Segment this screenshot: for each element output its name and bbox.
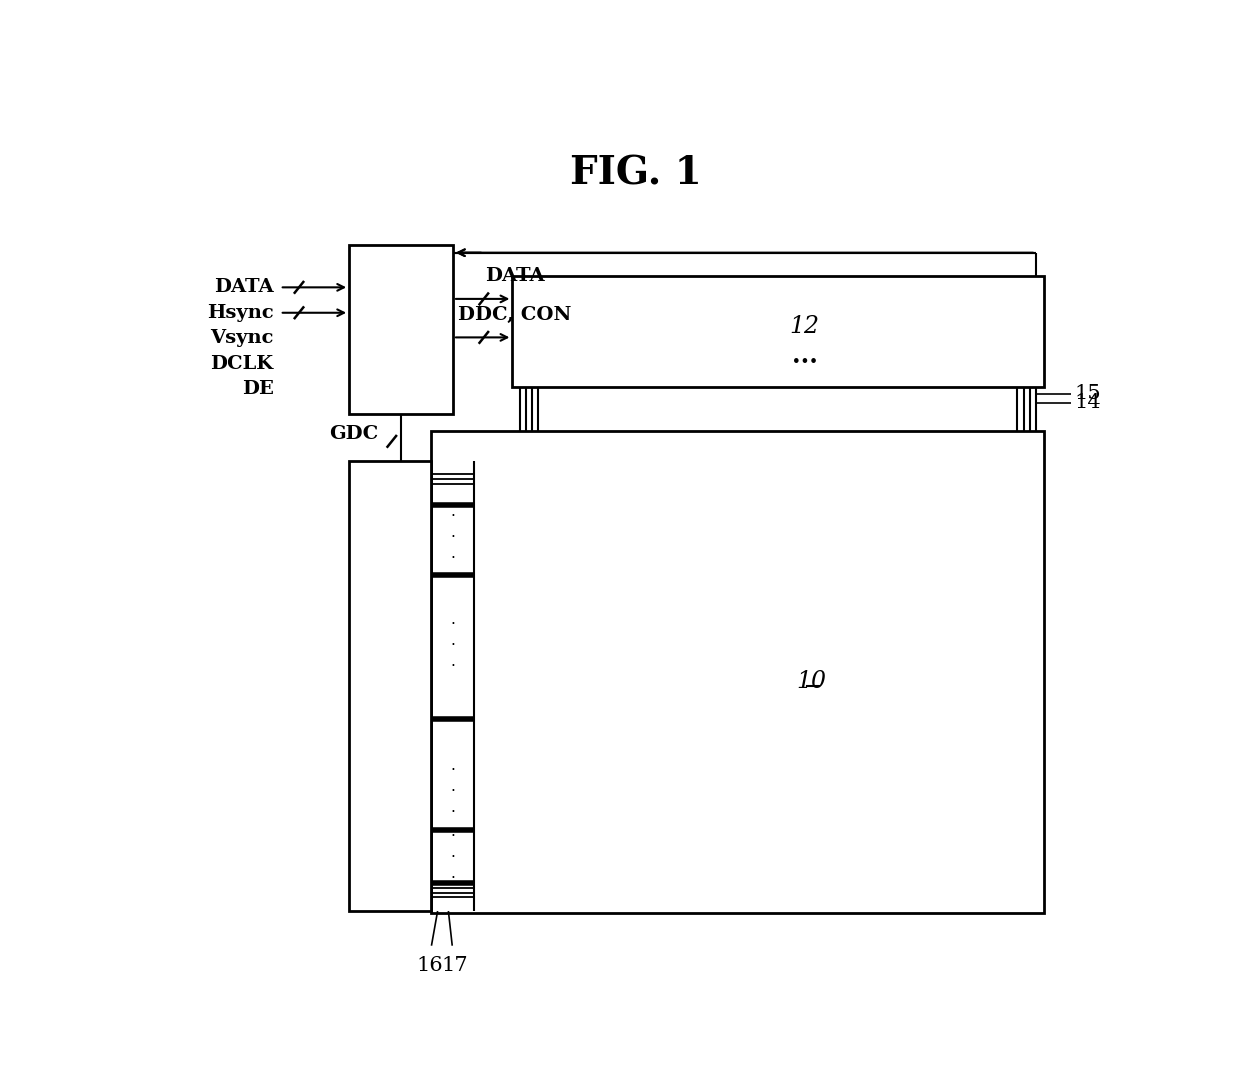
Text: DCLK: DCLK	[211, 355, 274, 372]
Text: ·
·
·: · · ·	[450, 617, 455, 674]
Text: 16: 16	[417, 956, 443, 975]
Text: ·
·
·: · · ·	[450, 763, 455, 820]
Text: 11: 11	[386, 305, 417, 328]
Text: Vsync: Vsync	[210, 329, 274, 347]
Bar	[512, 276, 1044, 388]
Text: DDC, CON: DDC, CON	[458, 306, 572, 323]
Text: FIG. 1: FIG. 1	[569, 154, 702, 192]
Text: GDC: GDC	[329, 425, 378, 442]
Text: DE: DE	[242, 380, 274, 397]
Text: ·
·
·: · · ·	[450, 509, 455, 566]
Text: 13: 13	[366, 711, 396, 734]
Bar	[350, 461, 432, 911]
Text: ...: ...	[791, 344, 817, 368]
Text: 14: 14	[1074, 393, 1101, 413]
Text: 17: 17	[441, 956, 467, 975]
Text: DATA: DATA	[485, 268, 544, 285]
Text: 12: 12	[790, 314, 820, 337]
Bar	[432, 431, 1044, 913]
Text: 15: 15	[1074, 384, 1101, 403]
Text: DATA: DATA	[215, 278, 274, 296]
Text: Hsync: Hsync	[207, 304, 274, 322]
Text: 10: 10	[796, 670, 826, 693]
Bar	[350, 245, 453, 414]
Text: ·
·
·: · · ·	[450, 829, 455, 886]
